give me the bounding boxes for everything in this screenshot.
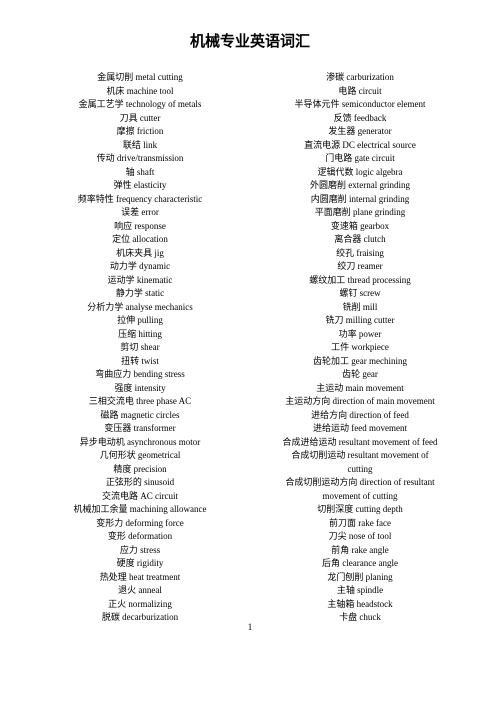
vocab-entry: cutting [260, 463, 460, 477]
vocab-entry: 反馈 feedback [260, 112, 460, 126]
left-column: 金属切削 metal cutting机床 machine tool金属工艺学 t… [40, 71, 240, 625]
vocab-entry: 机床 machine tool [40, 85, 240, 99]
vocab-entry: 压缩 hitting [40, 328, 240, 342]
vocab-entry: 轴 shaft [40, 166, 240, 180]
vocab-entry: 发生器 generator [260, 125, 460, 139]
vocab-entry: 前角 rake angle [260, 544, 460, 558]
vocab-entry: 齿轮 gear [260, 368, 460, 382]
vocab-entry: 应力 stress [40, 544, 240, 558]
vocab-entry: 拉伸 pulling [40, 314, 240, 328]
vocab-entry: 进给方向 direction of feed [260, 409, 460, 423]
vocab-entry: 功率 power [260, 328, 460, 342]
vocab-entry: 变速箱 gearbox [260, 220, 460, 234]
vocab-entry: 定位 allocation [40, 233, 240, 247]
vocab-entry: 响应 response [40, 220, 240, 234]
vocab-entry: 传动 drive/transmission [40, 152, 240, 166]
vocab-entry: 联结 link [40, 139, 240, 153]
vocab-entry: 摩擦 friction [40, 125, 240, 139]
vocab-entry: 主运动 main movement [260, 382, 460, 396]
vocab-entry: 静力学 static [40, 287, 240, 301]
vocab-entry: 主轴箱 headstock [260, 598, 460, 612]
vocab-entry: 进给运动 feed movement [260, 422, 460, 436]
vocab-entry: 异步电动机 asynchronous motor [40, 436, 240, 450]
vocab-entry: 合成切削运动方向 direction of resultant [260, 476, 460, 490]
vocab-entry: 动力学 dynamic [40, 260, 240, 274]
vocab-entry: 平面磨削 plane grinding [260, 206, 460, 220]
vocab-entry: 门电路 gate circuit [260, 152, 460, 166]
vocab-entry: 扭转 twist [40, 355, 240, 369]
vocab-entry: 主轴 spindle [260, 584, 460, 598]
vocab-entry: 工件 workpiece [260, 341, 460, 355]
vocab-entry: 正弦形的 sinusoid [40, 476, 240, 490]
vocab-entry: 交流电路 AC circuit [40, 490, 240, 504]
vocab-entry: 铣削 mill [260, 301, 460, 315]
vocab-entry: 渗碳 carburization [260, 71, 460, 85]
vocab-entry: 强度 intensity [40, 382, 240, 396]
vocab-entry: 机床夹具 jig [40, 247, 240, 261]
vocab-entry: 运动学 kinematic [40, 274, 240, 288]
vocab-entry: 剪切 shear [40, 341, 240, 355]
vocab-entry: 热处理 heat treatment [40, 571, 240, 585]
vocab-entry: 半导体元件 semiconductor element [260, 98, 460, 112]
vocab-entry: 直流电源 DC electrical source [260, 139, 460, 153]
vocab-entry: 电路 circuit [260, 85, 460, 99]
page-number: 1 [0, 622, 500, 632]
vocab-entry: 逻辑代数 logic algebra [260, 166, 460, 180]
vocab-entry: 绞孔 fraising [260, 247, 460, 261]
vocab-entry: 离合器 clutch [260, 233, 460, 247]
vocab-entry: movement of cutting [260, 490, 460, 504]
vocab-entry: 弯曲应力 bending stress [40, 368, 240, 382]
vocab-entry: 龙门刨削 planing [260, 571, 460, 585]
vocab-entry: 螺钉 screw [260, 287, 460, 301]
vocab-entry: 主运动方向 direction of main movement [260, 395, 460, 409]
vocab-entry: 刀具 cutter [40, 112, 240, 126]
page-title: 机械专业英语词汇 [40, 30, 460, 51]
vocab-entry: 机械加工余量 machining allowance [40, 503, 240, 517]
vocab-entry: 前刀面 rake face [260, 517, 460, 531]
vocab-entry: 频率特性 frequency characteristic [40, 193, 240, 207]
vocab-entry: 误差 error [40, 206, 240, 220]
right-column: 渗碳 carburization电路 circuit半导体元件 semicond… [260, 71, 460, 625]
vocab-entry: 绞刀 reamer [260, 260, 460, 274]
vocab-entry: 后角 clearance angle [260, 557, 460, 571]
vocab-entry: 变形 deformation [40, 530, 240, 544]
vocab-entry: 外圆磨削 external grinding [260, 179, 460, 193]
vocab-entry: 内圆磨削 internal grinding [260, 193, 460, 207]
vocab-entry: 螺纹加工 thread processing [260, 274, 460, 288]
vocab-entry: 变形力 deforming force [40, 517, 240, 531]
vocab-entry: 切削深度 cutting depth [260, 503, 460, 517]
vocab-entry: 退火 anneal [40, 584, 240, 598]
vocab-entry: 合成进给运动 resultant movement of feed [260, 436, 460, 450]
vocabulary-columns: 金属切削 metal cutting机床 machine tool金属工艺学 t… [40, 71, 460, 625]
vocab-entry: 铣刀 milling cutter [260, 314, 460, 328]
vocab-entry: 金属切削 metal cutting [40, 71, 240, 85]
vocab-entry: 金属工艺学 technology of metals [40, 98, 240, 112]
vocab-entry: 正火 normalizing [40, 598, 240, 612]
vocab-entry: 磁路 magnetic circles [40, 409, 240, 423]
vocab-entry: 几何形状 geometrical [40, 449, 240, 463]
vocab-entry: 合成切削运动 resultant movement of [260, 449, 460, 463]
vocab-entry: 三相交流电 three phase AC [40, 395, 240, 409]
vocab-entry: 变压器 transformer [40, 422, 240, 436]
vocab-entry: 分析力学 analyse mechanics [40, 301, 240, 315]
vocab-entry: 硬度 rigidity [40, 557, 240, 571]
vocab-entry: 齿轮加工 gear mechining [260, 355, 460, 369]
vocab-entry: 精度 precision [40, 463, 240, 477]
vocab-entry: 刀尖 nose of tool [260, 530, 460, 544]
vocab-entry: 弹性 elasticity [40, 179, 240, 193]
